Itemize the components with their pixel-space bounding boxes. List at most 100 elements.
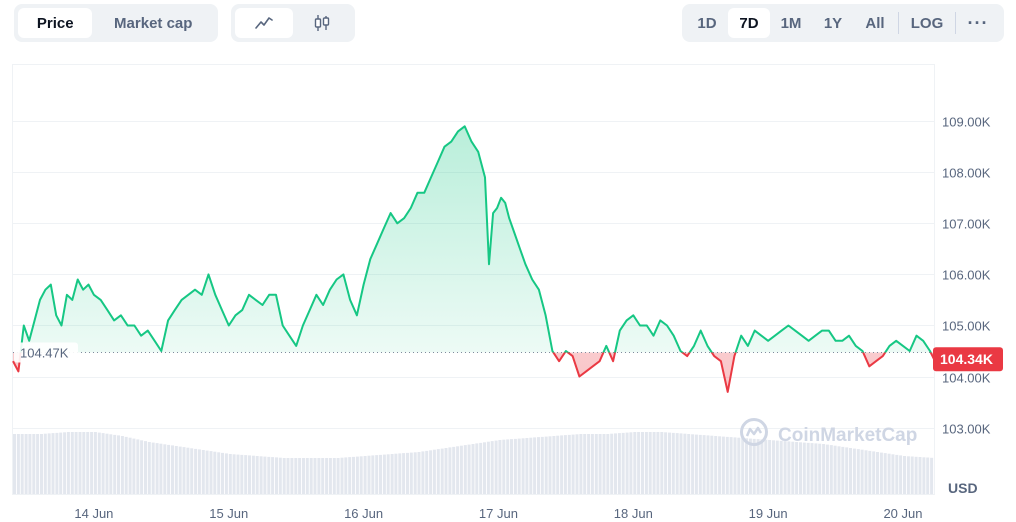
volume-bar xyxy=(556,435,560,494)
volume-bar xyxy=(298,458,302,494)
volume-bar xyxy=(302,458,305,494)
volume-bar xyxy=(101,433,105,494)
volume-bar xyxy=(66,432,70,494)
volume-bar xyxy=(775,440,779,494)
volume-bar xyxy=(313,458,317,494)
volume-bar xyxy=(55,432,59,494)
volume-bar xyxy=(390,454,394,494)
range-1m-button[interactable]: 1M xyxy=(780,14,802,32)
volume-bar xyxy=(533,437,537,494)
volume-bar xyxy=(825,444,829,494)
volume-bar xyxy=(402,453,406,494)
volume-bar xyxy=(282,458,286,494)
line-chart-button[interactable] xyxy=(235,8,293,38)
volume-bar xyxy=(795,442,799,494)
volume-bar xyxy=(425,450,429,494)
volume-bar xyxy=(136,439,140,494)
log-scale-button[interactable]: LOG xyxy=(910,14,944,32)
volume-bar xyxy=(382,454,386,494)
volume-bar xyxy=(822,444,826,494)
volume-bar xyxy=(32,434,36,494)
volume-bar xyxy=(325,458,329,494)
volume-bar xyxy=(82,432,86,494)
volume-bar xyxy=(521,438,525,494)
x-tick-label: 18 Jun xyxy=(614,506,653,521)
volume-bar xyxy=(783,441,787,494)
more-options-button[interactable]: ··· xyxy=(967,12,989,33)
volume-bar xyxy=(51,433,55,494)
volume-bar xyxy=(228,454,232,494)
volume-bar xyxy=(510,439,513,494)
volume-bar xyxy=(463,445,467,494)
reference-price-label: 104.47K xyxy=(14,342,78,363)
volume-bar xyxy=(833,445,837,494)
volume-bar xyxy=(182,447,186,494)
range-1y-button[interactable]: 1Y xyxy=(823,14,843,32)
volume-bar xyxy=(144,441,147,494)
volume-bar xyxy=(926,457,930,494)
volume-bar xyxy=(594,434,598,494)
volume-bar xyxy=(59,432,63,494)
x-tick-label: 15 Jun xyxy=(209,506,248,521)
volume-bar xyxy=(421,451,425,494)
watermark: CoinMarketCap xyxy=(740,418,917,446)
volume-bar xyxy=(887,453,891,494)
volume-bar xyxy=(363,456,367,494)
volume-bar xyxy=(398,453,402,494)
volume-bar xyxy=(494,440,498,494)
volume-bar xyxy=(386,454,390,494)
volume-bar xyxy=(918,457,922,494)
volume-bar xyxy=(255,456,259,494)
current-price-text: 104.34K xyxy=(940,351,993,367)
range-7d-button[interactable]: 7D xyxy=(728,8,770,38)
volume-bar xyxy=(748,438,752,494)
volume-bar xyxy=(544,436,548,494)
volume-bar xyxy=(895,454,899,494)
range-all-button[interactable]: All xyxy=(865,14,885,32)
volume-bar xyxy=(548,436,552,494)
chart-style-toggle xyxy=(231,4,355,42)
volume-bar xyxy=(352,456,355,494)
volume-bar xyxy=(629,432,633,494)
x-tick-label: 20 Jun xyxy=(883,506,922,521)
volume-bar xyxy=(872,451,876,494)
volume-bar xyxy=(155,443,159,494)
volume-bar xyxy=(486,441,490,494)
volume-bar xyxy=(86,432,90,494)
volume-bar xyxy=(529,437,533,494)
volume-bar xyxy=(652,432,656,494)
volume-bar xyxy=(818,443,822,494)
volume-bar xyxy=(617,433,621,494)
market-cap-tab[interactable]: Market cap xyxy=(114,14,193,32)
volume-bar xyxy=(760,439,764,494)
volume-bar xyxy=(641,432,644,494)
volume-bar xyxy=(868,450,872,494)
volume-bar xyxy=(475,443,479,494)
volume-bar xyxy=(440,448,444,494)
volume-bar xyxy=(483,442,486,494)
volume-bar xyxy=(768,440,772,494)
volume-bar xyxy=(560,435,564,494)
volume-bar xyxy=(903,456,906,494)
volume-bar xyxy=(294,458,298,494)
volume-bar xyxy=(598,434,602,494)
range-1d-button[interactable]: 1D xyxy=(697,14,717,32)
volume-bar xyxy=(799,442,802,494)
volume-bar xyxy=(190,448,194,494)
volume-bar xyxy=(13,434,16,494)
volume-bar xyxy=(729,437,733,494)
time-range-toggle: 1D 7D 1M 1Y All LOG ··· xyxy=(682,4,1004,42)
volume-bar xyxy=(668,432,671,494)
volume-bar xyxy=(467,444,471,494)
volume-bar xyxy=(675,433,679,494)
volume-bar xyxy=(810,443,814,494)
price-tab[interactable]: Price xyxy=(18,8,93,38)
candlestick-button[interactable] xyxy=(293,8,351,38)
volume-bar xyxy=(883,453,887,494)
volume-bar xyxy=(159,443,163,494)
volume-bar xyxy=(922,457,926,495)
current-price-badge: 104.34K xyxy=(933,347,1003,372)
volume-bar xyxy=(513,438,517,494)
volume-bar xyxy=(194,448,198,494)
